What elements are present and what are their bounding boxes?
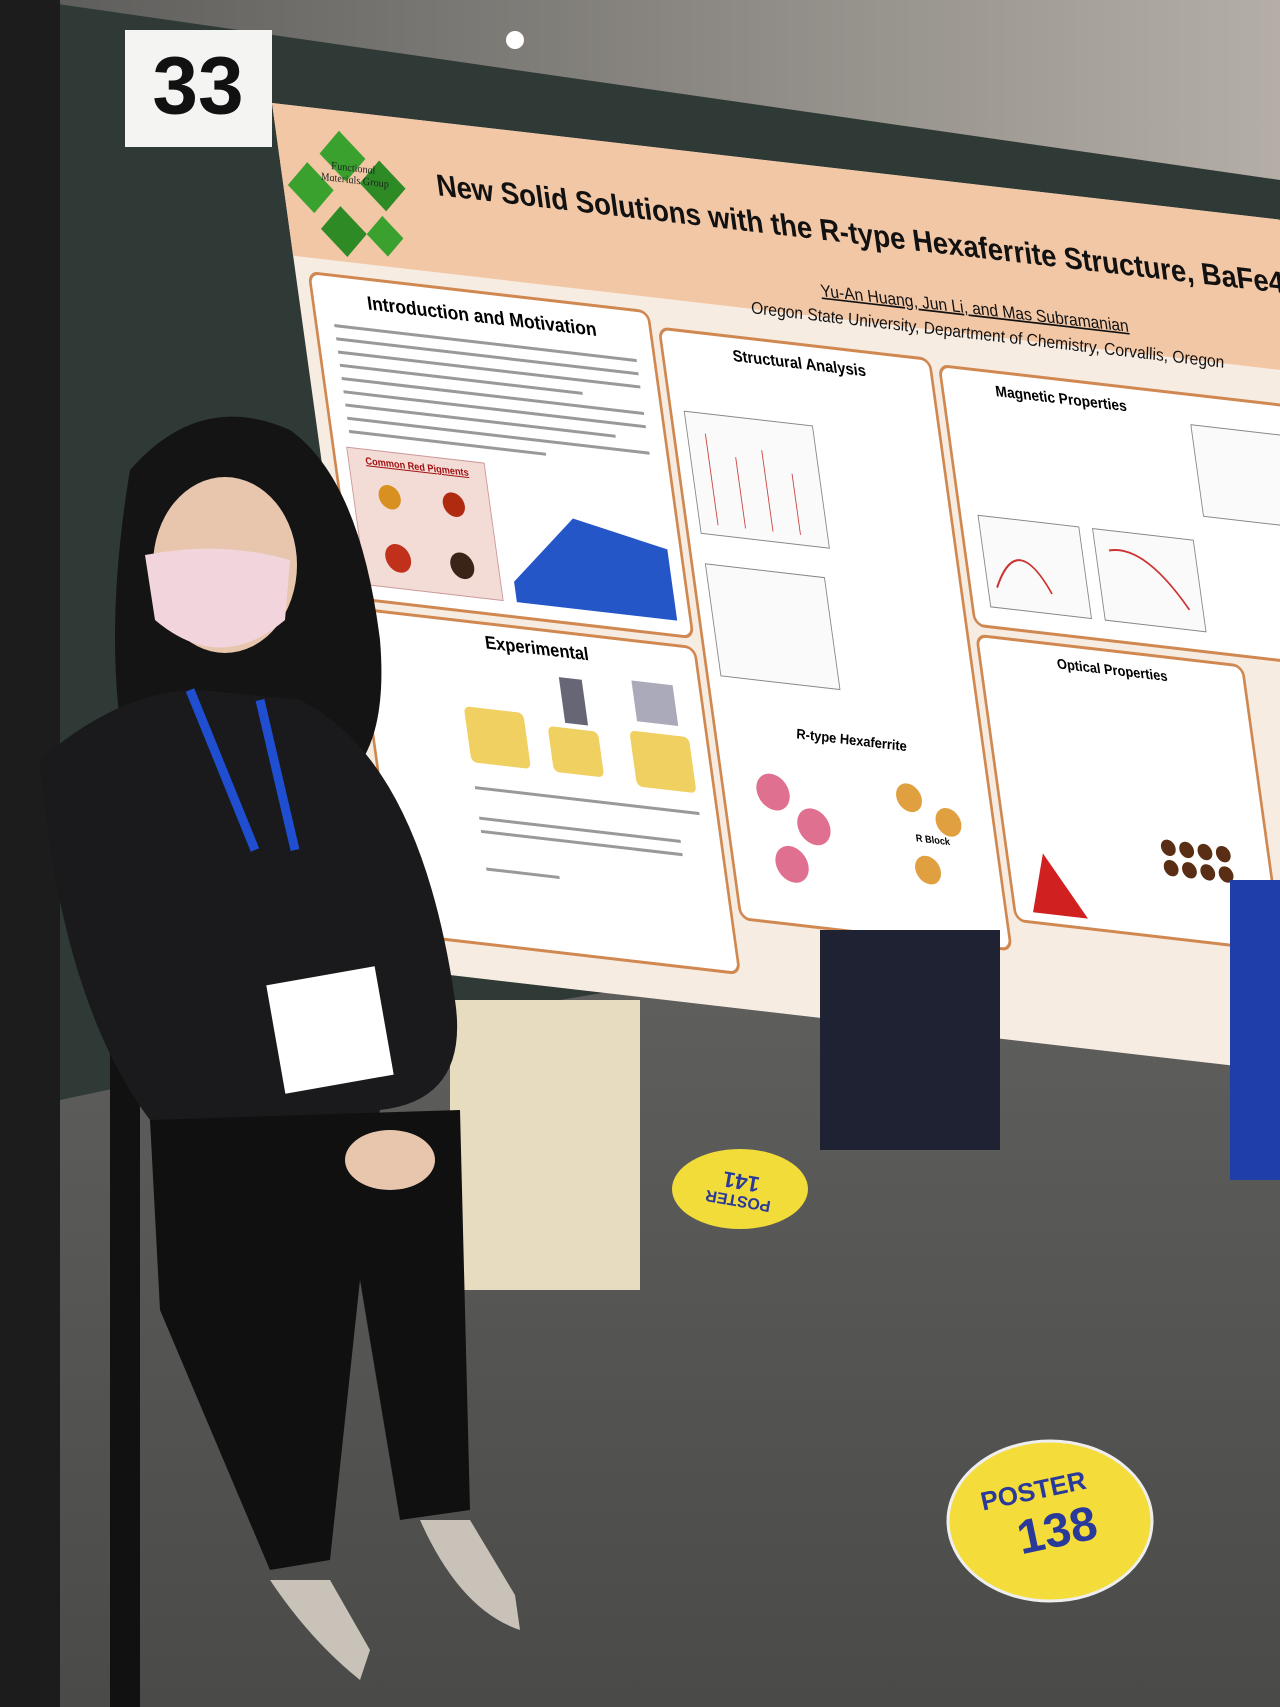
experimental-panel: Experimental — [355, 607, 740, 975]
ceiling-light — [506, 31, 524, 49]
intro-panel: Introduction and Motivation Common Red P… — [308, 272, 694, 639]
trousers — [150, 1110, 470, 1570]
shoe — [270, 1580, 370, 1680]
poster: Functional Materials Group New Solid Sol… — [272, 103, 1280, 1085]
name-badge — [266, 966, 394, 1094]
poster-header — [272, 103, 1280, 373]
floor-marker: POSTER 141 — [672, 1149, 808, 1229]
logo — [287, 130, 406, 257]
lanyard — [185, 688, 300, 852]
structural-panel: Structural Analysis R-type Hexaferrite R… — [659, 327, 1012, 951]
shoe — [420, 1520, 520, 1630]
person-trousers — [450, 1000, 640, 1290]
magnetic-panel: Magnetic Properties — [939, 364, 1280, 669]
optical-panel: Optical Properties — [976, 634, 1280, 952]
booth-sign — [125, 30, 272, 147]
board-post — [0, 0, 60, 1707]
figure-label: R Block — [915, 833, 951, 848]
presenter — [40, 416, 520, 1680]
floor-marker: POSTER 138 — [946, 1439, 1154, 1603]
blue-pole — [1230, 880, 1280, 1180]
board-leg — [110, 1000, 140, 1707]
booth-number: 33 — [152, 41, 243, 132]
person-legs — [820, 930, 1000, 1150]
hands — [345, 1130, 435, 1190]
face-mask — [145, 548, 290, 648]
